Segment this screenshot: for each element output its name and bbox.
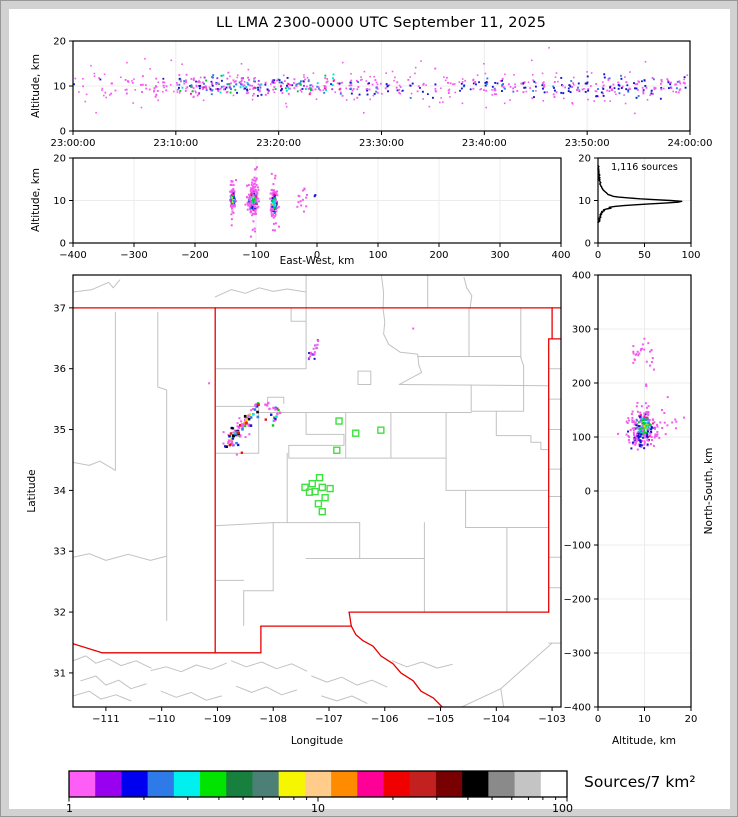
svg-text:−100: −100 bbox=[564, 541, 591, 552]
svg-text:−111: −111 bbox=[92, 714, 119, 725]
svg-text:35: 35 bbox=[53, 425, 66, 436]
svg-text:−200: −200 bbox=[564, 595, 591, 606]
svg-text:37: 37 bbox=[53, 303, 66, 314]
svg-text:100: 100 bbox=[552, 802, 573, 815]
svg-text:0: 0 bbox=[585, 487, 591, 498]
svg-text:−100: −100 bbox=[242, 250, 269, 261]
svg-text:10: 10 bbox=[53, 196, 66, 207]
svg-text:300: 300 bbox=[490, 250, 509, 261]
figure-paper bbox=[9, 9, 730, 809]
svg-text:20: 20 bbox=[578, 154, 591, 165]
svg-text:34: 34 bbox=[53, 486, 66, 497]
svg-text:100: 100 bbox=[681, 250, 700, 261]
x-axis-label-ns-altitude: Altitude, km bbox=[611, 735, 677, 747]
svg-text:10: 10 bbox=[311, 802, 325, 815]
svg-text:0: 0 bbox=[595, 714, 601, 725]
svg-text:−106: −106 bbox=[371, 714, 398, 725]
svg-text:−109: −109 bbox=[204, 714, 231, 725]
svg-text:23:50:00: 23:50:00 bbox=[565, 138, 610, 149]
svg-text:23:40:00: 23:40:00 bbox=[462, 138, 507, 149]
svg-text:0: 0 bbox=[314, 250, 320, 261]
svg-text:36: 36 bbox=[53, 364, 66, 375]
svg-text:0: 0 bbox=[60, 127, 66, 138]
svg-text:−400: −400 bbox=[564, 703, 591, 714]
svg-text:1: 1 bbox=[66, 802, 73, 815]
svg-text:100: 100 bbox=[368, 250, 387, 261]
svg-text:33: 33 bbox=[53, 547, 66, 558]
svg-text:10: 10 bbox=[53, 82, 66, 93]
svg-text:−107: −107 bbox=[315, 714, 342, 725]
svg-text:0: 0 bbox=[595, 250, 601, 261]
svg-text:−200: −200 bbox=[181, 250, 208, 261]
svg-text:400: 400 bbox=[551, 250, 570, 261]
svg-text:23:00:00: 23:00:00 bbox=[51, 138, 96, 149]
svg-text:−400: −400 bbox=[59, 250, 86, 261]
svg-text:23:10:00: 23:10:00 bbox=[153, 138, 198, 149]
svg-text:20: 20 bbox=[53, 154, 66, 165]
x-axis-label-longitude: Longitude bbox=[290, 735, 344, 747]
svg-text:−110: −110 bbox=[148, 714, 175, 725]
svg-text:200: 200 bbox=[429, 250, 448, 261]
svg-text:−108: −108 bbox=[259, 714, 286, 725]
svg-text:0: 0 bbox=[585, 239, 591, 250]
svg-text:20: 20 bbox=[53, 37, 66, 48]
svg-text:200: 200 bbox=[572, 379, 591, 390]
svg-text:10: 10 bbox=[638, 714, 651, 725]
svg-text:20: 20 bbox=[685, 714, 698, 725]
svg-text:−105: −105 bbox=[427, 714, 454, 725]
svg-text:24:00:00: 24:00:00 bbox=[668, 138, 713, 149]
svg-text:−103: −103 bbox=[538, 714, 565, 725]
svg-text:23:20:00: 23:20:00 bbox=[256, 138, 301, 149]
svg-text:10: 10 bbox=[578, 196, 591, 207]
colorbar-title: Sources/7 km² bbox=[584, 773, 696, 791]
plot-title: LL LMA 2300-0000 UTC September 11, 2025 bbox=[215, 15, 547, 31]
svg-text:−104: −104 bbox=[483, 714, 510, 725]
svg-text:−300: −300 bbox=[564, 649, 591, 660]
y-axis-label-ew-altitude: Altitude, km bbox=[30, 167, 42, 233]
svg-text:0: 0 bbox=[60, 239, 66, 250]
svg-text:−300: −300 bbox=[120, 250, 147, 261]
y-axis-label-time-altitude: Altitude, km bbox=[30, 53, 42, 119]
svg-text:31: 31 bbox=[53, 668, 66, 679]
svg-text:300: 300 bbox=[572, 325, 591, 336]
histogram-source-count-annotation: 1,116 sources bbox=[611, 162, 678, 173]
svg-text:23:30:00: 23:30:00 bbox=[359, 138, 404, 149]
svg-text:400: 400 bbox=[572, 271, 591, 282]
svg-text:100: 100 bbox=[572, 433, 591, 444]
x-axis-label-east-west: East-West, km bbox=[279, 255, 355, 267]
y-axis-label-latitude: Latitude bbox=[26, 469, 38, 513]
svg-text:32: 32 bbox=[53, 608, 66, 619]
y-axis-label-north-south: North-South, km bbox=[703, 447, 715, 535]
svg-text:50: 50 bbox=[638, 250, 651, 261]
